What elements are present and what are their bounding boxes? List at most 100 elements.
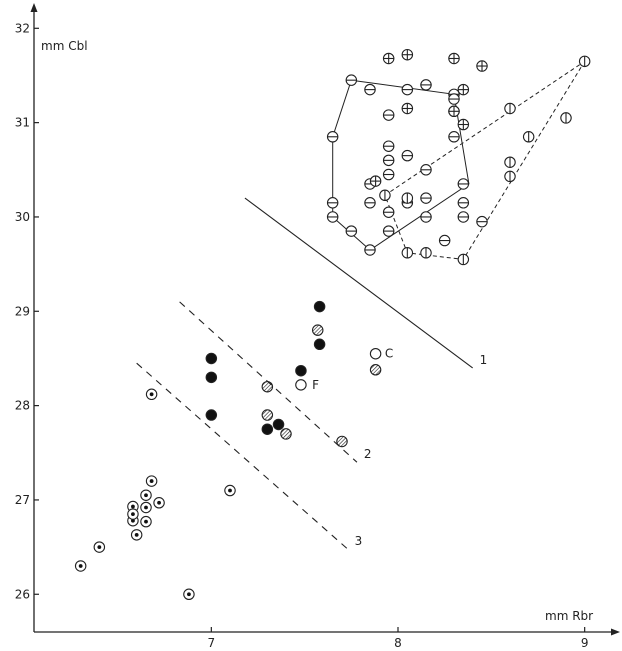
point-center-dot (78, 564, 83, 568)
point-filled (295, 364, 307, 377)
point-horizontal-bar (382, 109, 395, 121)
separation-line-label-1: 1 (480, 353, 488, 367)
point-horizontal-bar (448, 93, 460, 105)
point-horizontal-bar (345, 74, 358, 86)
point-horizontal-bar (382, 225, 395, 237)
point-center-dot (144, 505, 148, 510)
point-marker (205, 409, 218, 421)
point-horizontal-bar (382, 140, 395, 152)
point-open (369, 347, 382, 360)
point-dotted-ring (183, 588, 195, 601)
point-horizontal-bar (420, 164, 432, 176)
point-center-dot (131, 504, 135, 509)
point-hatched (369, 364, 382, 376)
point-center-dot (187, 592, 191, 597)
point-center-dot (157, 500, 161, 505)
y-tick-label: 27 (15, 493, 30, 507)
point-center-dot (149, 392, 154, 397)
point-horizontal-bar (476, 215, 488, 228)
y-tick-label: 29 (15, 304, 30, 318)
point-horizontal-bar (326, 211, 339, 223)
y-tick-label: 28 (15, 399, 30, 413)
point-horizontal-bar (457, 211, 470, 223)
point-marker (313, 300, 326, 313)
point-horizontal-bar (364, 83, 376, 96)
point-plus (476, 60, 488, 72)
separation-line-label-3: 3 (355, 534, 363, 548)
point-center-dot (149, 479, 154, 483)
point-marker (261, 380, 274, 393)
point-center-dot (144, 493, 148, 498)
point-horizontal-bar (364, 244, 376, 256)
point-marker (295, 364, 307, 377)
point-horizontal-bar (420, 79, 432, 91)
point-horizontal-bar (420, 211, 432, 223)
point-marker (336, 435, 348, 448)
point-plus (457, 83, 470, 96)
point-filled (313, 300, 326, 313)
separation-line-1 (244, 197, 473, 369)
x-axis-title: mm Rbr (545, 609, 593, 623)
point-dotted-ring (140, 501, 152, 514)
point-hatched (280, 428, 292, 440)
solid-group-polygon (332, 79, 470, 251)
point-marker (272, 418, 285, 431)
point-dotted-ring (145, 388, 158, 401)
point-plus (448, 105, 460, 118)
dashed-group-polygon (384, 60, 586, 260)
point-plus (401, 48, 414, 61)
y-axis-title: mm Cbl (41, 39, 88, 53)
point-center-dot (228, 488, 232, 493)
point-filled (205, 352, 218, 365)
point-vertical-bar (420, 247, 432, 259)
y-axis-arrow (30, 3, 38, 12)
point-horizontal-bar (401, 149, 414, 162)
point-filled (313, 338, 326, 351)
point-plus (448, 52, 460, 65)
x-tick-label: 8 (394, 636, 402, 650)
point-hatched (261, 409, 274, 421)
point-horizontal-bar (326, 197, 339, 209)
x-axis-arrow (611, 628, 620, 636)
x-tick-label: 7 (208, 636, 216, 650)
y-tick-label: 26 (15, 587, 30, 601)
point-filled (261, 423, 274, 435)
annotation-C: C (385, 347, 393, 361)
point-horizontal-bar (401, 83, 414, 96)
point-vertical-bar (578, 55, 591, 68)
point-dotted-ring (93, 541, 106, 553)
point-vertical-bar (401, 192, 414, 204)
point-marker (369, 364, 382, 376)
point-plus (382, 52, 395, 65)
point-marker (280, 428, 292, 440)
point-dotted-ring (140, 515, 152, 528)
point-vertical-bar (560, 112, 572, 124)
regression-lines-layer: 1 2 3 (136, 197, 488, 550)
point-dotted-ring (224, 484, 236, 497)
point-center-dot (97, 545, 102, 550)
point-marker (311, 324, 324, 336)
point-open (295, 379, 307, 391)
point-horizontal-bar (457, 178, 470, 190)
point-vertical-bar (457, 253, 470, 266)
point-marker (261, 409, 274, 421)
point-hatched (311, 324, 324, 336)
points-layer (74, 48, 591, 601)
point-plus (401, 102, 414, 115)
point-vertical-bar (504, 102, 516, 115)
point-center-dot (131, 512, 135, 516)
x-tick-label: 9 (581, 636, 589, 650)
point-marker (313, 338, 326, 351)
point-vertical-bar (504, 156, 516, 168)
point-marker (261, 423, 274, 435)
point-dotted-ring (130, 529, 143, 541)
point-dotted-ring (74, 560, 87, 572)
y-tick-label: 32 (15, 21, 30, 35)
point-hatched (261, 380, 274, 393)
separation-line-3 (136, 362, 348, 550)
point-marker (205, 371, 218, 384)
annotations-layer: CF (312, 347, 393, 392)
point-vertical-bar (401, 247, 414, 259)
point-dotted-ring (127, 508, 139, 520)
